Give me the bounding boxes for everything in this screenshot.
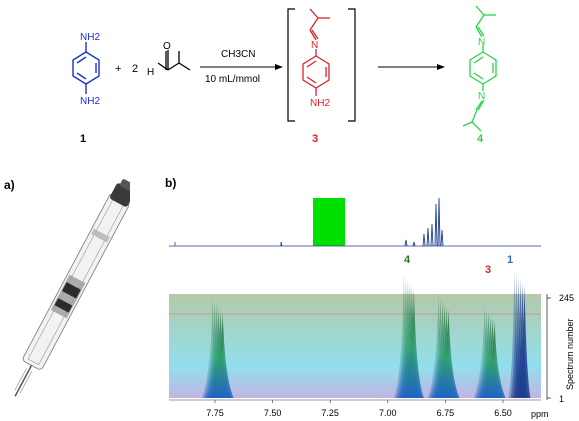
top-spectrum <box>169 197 541 247</box>
compound-1-amine-bottom: NH2 <box>80 96 100 107</box>
condition-concentration: 10 mL/mmol <box>205 74 260 85</box>
x-axis: 7.75 7.50 7.25 7.00 6.75 6.50 <box>169 399 541 418</box>
reaction-scheme: NH2 NH2 + 2 O H CH3CN 10 mL/mmol N N <box>72 5 497 145</box>
peak-trace <box>403 289 424 398</box>
x-tick-label: 7.50 <box>264 408 282 418</box>
compound-4-imine-n-bottom: N <box>478 91 485 102</box>
condition-solvent: CH3CN <box>221 49 255 60</box>
stacked-peak <box>508 270 531 398</box>
x-axis-unit: ppm <box>531 409 549 419</box>
nmr-figure: 4 3 1 7.75 7.50 7.25 7.00 6.75 6.50 ppm 245 1… <box>169 197 575 419</box>
stacked-peak <box>473 306 506 398</box>
y-tick-bottom: 1 <box>559 394 564 404</box>
peak-trace <box>483 321 506 398</box>
stacked-peak <box>201 298 234 398</box>
stacked-spectra <box>169 270 541 398</box>
compound-4-structure <box>462 5 497 132</box>
y-axis <box>546 294 551 400</box>
compound-1-structure <box>72 42 100 94</box>
solvent-highlight-band <box>313 198 345 246</box>
x-tick-label: 6.75 <box>437 408 455 418</box>
compound-1-label: 1 <box>80 133 86 145</box>
compound-4-imine-n-top: N <box>478 37 485 48</box>
stoichiometric-coefficient: 2 <box>132 63 138 75</box>
reaction-arrow-1 <box>200 64 283 70</box>
stacked-peak <box>393 274 424 398</box>
peak-label-3: 3 <box>485 264 491 276</box>
aldehyde-hydrogen: H <box>147 67 154 78</box>
top-spectrum-trace <box>280 197 444 247</box>
plus-sign: + <box>115 63 121 75</box>
reaction-arrow-2 <box>378 64 445 70</box>
compound-3-amine: NH2 <box>310 98 330 109</box>
aldehyde-oxygen: O <box>163 41 171 52</box>
peak-trace <box>211 313 234 398</box>
peak-layer <box>201 270 531 398</box>
y-tick-top: 245 <box>559 293 574 303</box>
compound-3-structure <box>302 8 330 96</box>
compound-4-label: 4 <box>477 133 484 145</box>
compound-1-amine-top: NH2 <box>80 32 100 43</box>
x-tick-label: 7.25 <box>321 408 339 418</box>
compound-3-imine-n: N <box>311 40 318 51</box>
intermediate-brackets <box>287 8 356 122</box>
peak-trace <box>518 285 531 398</box>
peak-label-4: 4 <box>404 254 411 266</box>
panel-a-label: a) <box>4 178 15 192</box>
x-tick-label: 7.75 <box>206 408 224 418</box>
stacked-peak <box>427 294 460 398</box>
panel-b-label: b) <box>165 176 177 190</box>
y-axis-label: Spectrum number <box>565 318 575 390</box>
compound-3-label: 3 <box>312 133 318 145</box>
peak-trace <box>437 309 460 398</box>
x-tick-label: 6.50 <box>494 408 512 418</box>
aldehyde-structure <box>157 50 191 71</box>
peak-label-1: 1 <box>507 254 513 266</box>
flow-cell-illustration <box>14 179 130 397</box>
x-tick-label: 7.00 <box>379 408 397 418</box>
